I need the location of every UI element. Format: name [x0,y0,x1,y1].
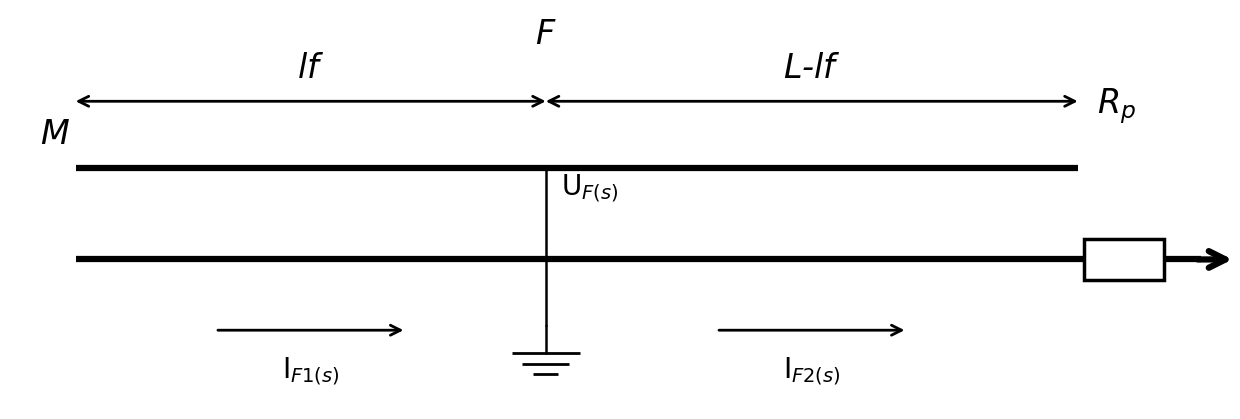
Text: $\mathrm{U}_{F(s)}$: $\mathrm{U}_{F(s)}$ [560,172,618,204]
Text: $R_{p}$: $R_{p}$ [1096,86,1136,126]
Text: $lf$: $lf$ [298,52,325,85]
Text: $L$-$lf$: $L$-$lf$ [782,52,841,85]
Text: $F$: $F$ [534,18,557,51]
Text: $\mathrm{I}_{F2(s)}$: $\mathrm{I}_{F2(s)}$ [782,355,841,387]
Bar [1084,239,1164,280]
Text: $\mathrm{I}_{F1(s)}$: $\mathrm{I}_{F1(s)}$ [281,355,340,387]
Text: $M$: $M$ [40,118,69,151]
